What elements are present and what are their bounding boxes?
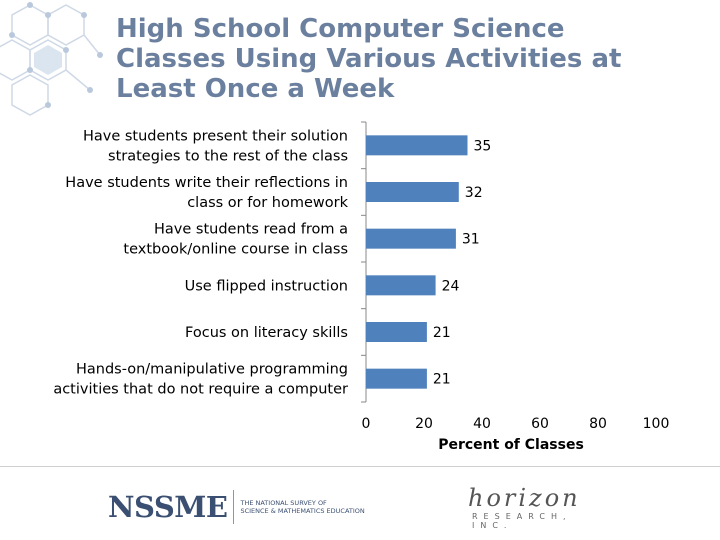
bar-value-label: 21 (433, 325, 451, 341)
chart-title-line-2: Classes Using Various Activities at (116, 44, 622, 74)
bar (366, 368, 427, 389)
category-label: Have students present their solution (83, 128, 348, 144)
nssme-logo-separator (233, 490, 235, 524)
x-tick-label: 80 (589, 416, 607, 432)
category-label: Have students write their reflections in (65, 175, 348, 191)
x-tick-label: 20 (415, 416, 433, 432)
nssme-logo: NSSME THE NATIONAL SURVEY OF SCIENCE & M… (108, 487, 380, 527)
category-label: activities that do not require a compute… (53, 382, 348, 398)
chart-title-line-1: High School Computer Science (116, 14, 565, 44)
bar-value-label: 32 (465, 185, 483, 201)
horizon-logo-subtitle: RESEARCH, INC. (472, 512, 572, 530)
bar-chart: 35 Have students present their solution st… (0, 118, 720, 463)
bar (366, 228, 456, 249)
category-label: Have students read from a (154, 222, 348, 238)
bar (366, 182, 459, 202)
x-tick-label: 60 (531, 416, 549, 432)
category-label: class or for homework (187, 195, 348, 211)
category-label: textbook/online course in class (123, 242, 348, 258)
x-tick-label: 100 (643, 416, 670, 432)
nssme-logo-subtitle: THE NATIONAL SURVEY OF SCIENCE & MATHEMA… (240, 499, 380, 515)
bar (366, 275, 436, 296)
x-tick-label: 0 (362, 416, 371, 432)
bar (366, 322, 427, 342)
horizon-logo-word: horizon (468, 484, 581, 512)
category-label: Use flipped instruction (185, 278, 348, 294)
bar-chart-svg: 35 Have students present their solution st… (53, 121, 670, 453)
bar-value-label: 35 (474, 138, 492, 154)
chart-title-line-3: Least Once a Week (116, 74, 395, 104)
category-label: strategies to the rest of the class (108, 148, 348, 164)
bar-value-label: 24 (442, 278, 460, 294)
hexagon-network-decoration-icon (0, 2, 103, 116)
bar-value-label: 31 (462, 232, 480, 248)
x-tick-label: 40 (473, 416, 491, 432)
nssme-logo-word: NSSME (108, 490, 228, 524)
nssme-logo-subtitle-line-2: SCIENCE & MATHEMATICS EDUCATION (240, 507, 365, 515)
category-label: Hands-on/manipulative programming (76, 362, 348, 378)
chart-title: High School Computer Science Classes Usi… (116, 14, 706, 104)
nssme-logo-subtitle-line-1: THE NATIONAL SURVEY OF (240, 499, 327, 507)
bar-value-label: 21 (433, 372, 451, 388)
category-label: Focus on literacy skills (185, 325, 348, 341)
horizon-research-logo: horizon RESEARCH, INC. (468, 484, 618, 530)
footer-divider (0, 466, 720, 467)
x-axis-title: Percent of Classes (438, 437, 584, 453)
bar (366, 135, 468, 156)
